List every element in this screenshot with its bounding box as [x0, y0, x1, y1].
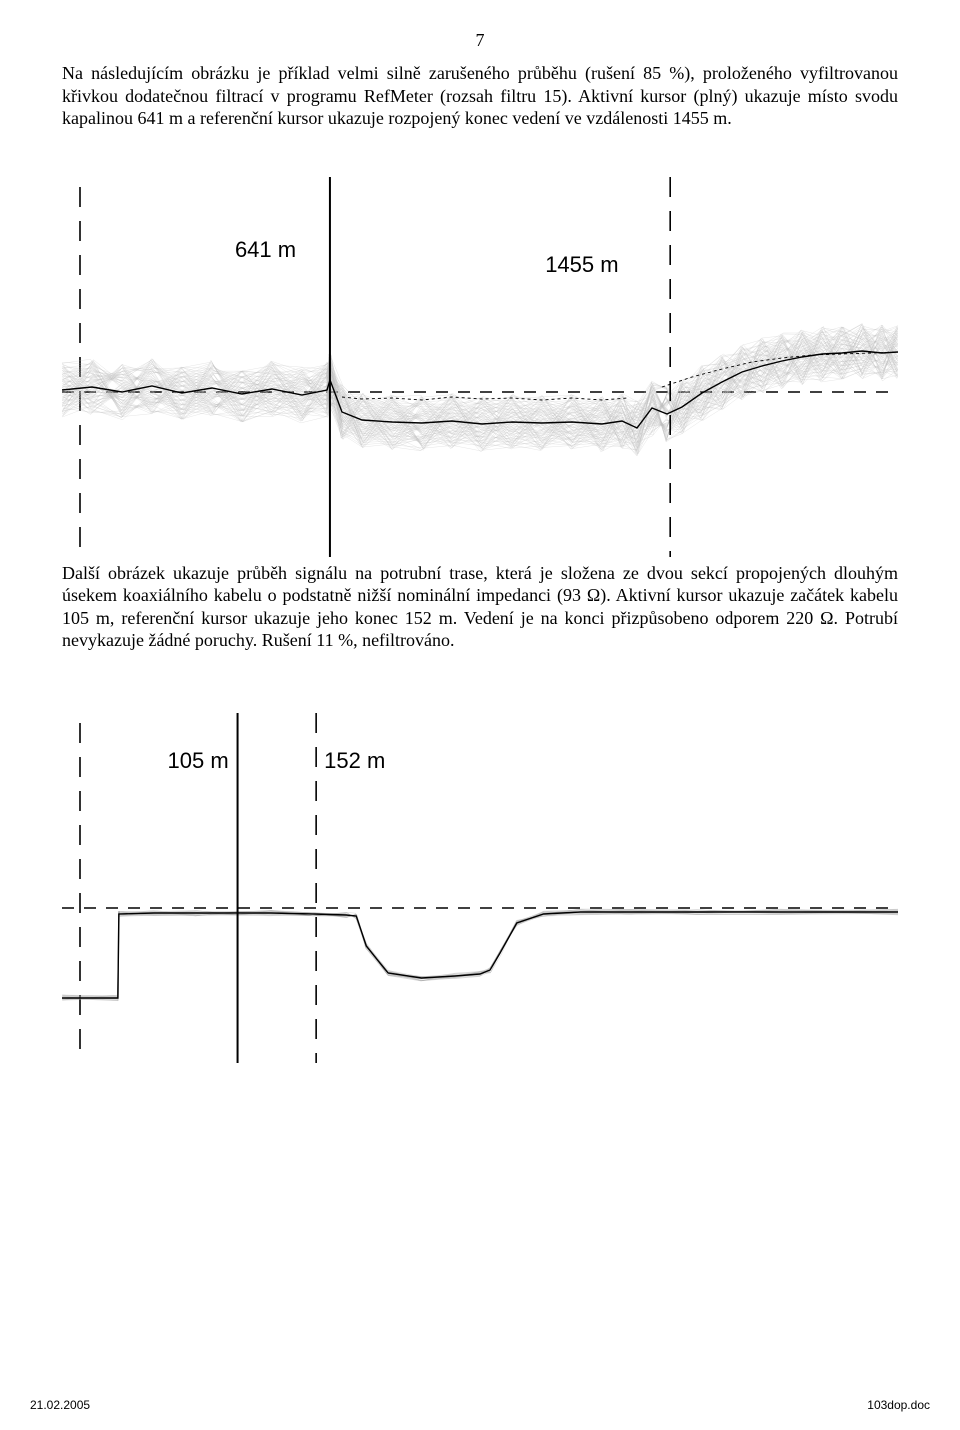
chart-2-svg: 105 m 152 m	[62, 708, 898, 1068]
footer-filename: 103dop.doc	[867, 1398, 930, 1412]
paragraph-1: Na následujícím obrázku je příklad velmi…	[62, 62, 898, 130]
paragraph-2: Další obrázek ukazuje průběh signálu na …	[62, 562, 898, 652]
svg-text:152 m: 152 m	[324, 748, 385, 773]
chart-1: 641 m 1455 m	[62, 172, 898, 562]
footer: 21.02.2005 103dop.doc	[30, 1398, 930, 1412]
svg-text:641 m: 641 m	[235, 237, 296, 262]
svg-text:105 m: 105 m	[168, 748, 229, 773]
footer-date: 21.02.2005	[30, 1398, 90, 1412]
chart-2: 105 m 152 m	[62, 708, 898, 1068]
chart-1-svg: 641 m 1455 m	[62, 172, 898, 562]
page-number: 7	[0, 30, 960, 51]
svg-text:1455 m: 1455 m	[545, 252, 618, 277]
